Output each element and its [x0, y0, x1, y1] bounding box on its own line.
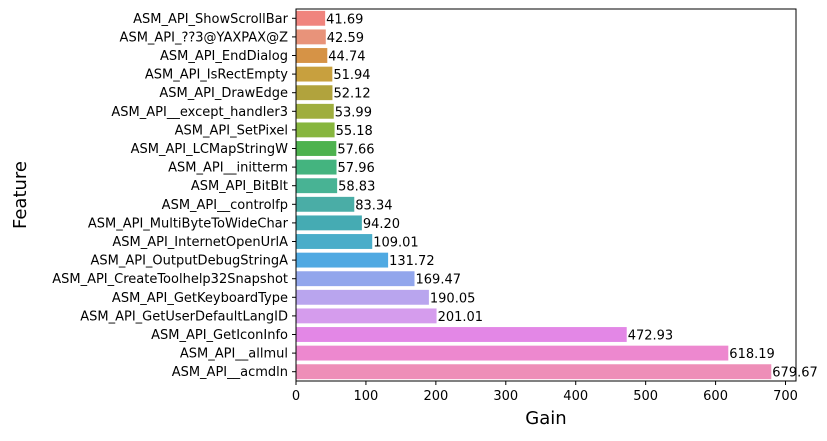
value-label: 94.20 — [363, 217, 400, 232]
bar — [296, 29, 326, 45]
plot-frame — [295, 8, 797, 382]
y-axis-label: Feature — [10, 161, 31, 229]
y-tick-label: ASM_API__except_handler3 — [111, 105, 288, 120]
bar — [296, 122, 335, 138]
bar — [296, 327, 627, 342]
bars-group — [296, 10, 772, 380]
value-label: 52.12 — [333, 87, 370, 102]
y-tick-label: ASM_API__initterm — [168, 161, 288, 176]
bar — [296, 308, 437, 324]
y-tick-label: ASM_API_LCMapStringW — [131, 142, 288, 157]
y-tick-label: ASM_API__allmul — [180, 347, 288, 362]
value-label: 169.47 — [416, 273, 462, 288]
y-tick-label: ASM_API_CreateToolhelp32Snapshot — [52, 272, 288, 287]
bar — [296, 66, 333, 82]
bar — [296, 178, 338, 194]
y-tick-label: ASM_API_??3@YAXPAX@Z — [120, 30, 289, 45]
bar — [296, 85, 333, 101]
value-label: 55.18 — [336, 124, 373, 139]
bar — [296, 252, 389, 268]
y-tick-label: ASM_API_EndDialog — [160, 49, 288, 64]
bar — [296, 103, 334, 119]
value-label: 109.01 — [373, 236, 419, 251]
value-label: 57.66 — [337, 143, 374, 158]
value-label: 679.67 — [772, 366, 818, 381]
y-tick-label: ASM_API_IsRectEmpty — [145, 68, 288, 83]
y-tick-label: ASM_API_GetUserDefaultLangID — [80, 309, 288, 324]
value-label: 42.59 — [327, 31, 364, 46]
bar — [296, 234, 373, 249]
value-label: 51.94 — [333, 68, 370, 83]
x-tick-label: 0 — [292, 389, 300, 404]
x-tick-label: 600 — [703, 389, 728, 404]
value-label: 44.74 — [328, 50, 365, 65]
x-tick-label: 100 — [354, 389, 379, 404]
x-tick-label: 700 — [773, 389, 798, 404]
value-label: 53.99 — [335, 105, 372, 120]
y-tick-label: ASM_API_GetKeyboardType — [112, 291, 288, 306]
y-tick-label: ASM_API__acmdln — [172, 365, 288, 380]
value-label: 472.93 — [628, 329, 674, 344]
y-tick-label: ASM_API_GetIconInfo — [151, 328, 288, 343]
value-labels-group: 41.69 42.59 44.74 51.94 52.12 53.99 55.18 57.66… — [326, 12, 818, 380]
bar — [296, 364, 772, 380]
y-axis-ticks: ASM_API_ShowScrollBar ASM_API_??3@YAXPAX@… — [52, 12, 296, 380]
x-axis-label: Gain — [525, 408, 566, 429]
y-tick-label: ASM_API__controlfp — [162, 198, 288, 213]
x-tick-label: 500 — [633, 389, 658, 404]
y-tick-label: ASM_API_ShowScrollBar — [133, 12, 289, 27]
y-tick-label: ASM_API_DrawEdge — [159, 86, 288, 101]
y-tick-label: ASM_API_MultiByteToWideChar — [88, 216, 289, 231]
value-label: 131.72 — [389, 254, 435, 269]
value-label: 57.96 — [338, 161, 375, 176]
value-label: 41.69 — [326, 12, 363, 27]
x-tick-label: 400 — [563, 389, 588, 404]
bar — [296, 159, 337, 175]
bar — [296, 215, 362, 231]
x-axis-ticks: 0 100 200 300 400 500 600 700 — [292, 381, 798, 404]
bar — [296, 10, 326, 26]
bar — [296, 271, 415, 287]
value-label: 618.19 — [729, 347, 775, 362]
bar — [296, 141, 337, 156]
value-label: 58.83 — [338, 180, 375, 195]
y-tick-label: ASM_API_SetPixel — [175, 123, 288, 138]
bar — [296, 289, 429, 305]
bar — [296, 345, 729, 361]
bar — [296, 48, 328, 63]
y-tick-label: ASM_API_BitBlt — [191, 179, 288, 194]
y-tick-label: ASM_API_InternetOpenUrlA — [112, 235, 288, 250]
x-tick-label: 200 — [423, 389, 448, 404]
y-tick-label: ASM_API_OutputDebugStringA — [90, 254, 288, 269]
value-label: 201.01 — [438, 310, 484, 325]
value-label: 190.05 — [430, 291, 476, 306]
value-label: 83.34 — [355, 198, 392, 213]
bar — [296, 196, 355, 212]
x-tick-label: 300 — [493, 389, 518, 404]
